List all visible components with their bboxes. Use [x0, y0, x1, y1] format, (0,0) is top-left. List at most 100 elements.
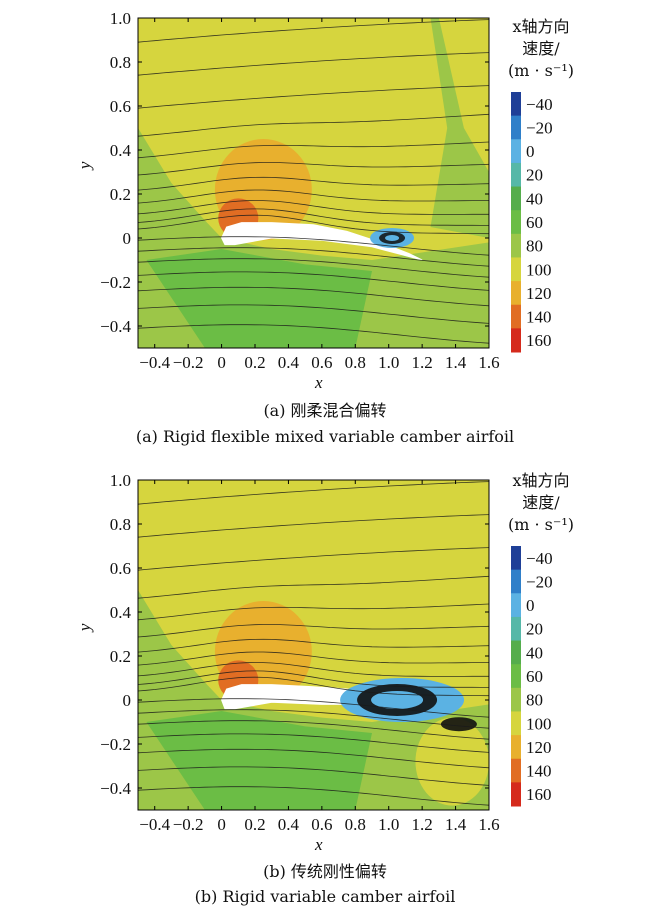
streamline	[138, 304, 489, 324]
x-axis-label: x	[314, 835, 323, 854]
colorbar-swatch	[511, 664, 521, 689]
y-tick-label: −0.2	[100, 273, 131, 292]
x-tick-label: 1.4	[445, 815, 467, 834]
y-tick-label: 0.4	[110, 141, 132, 160]
colorbar-label: −20	[526, 572, 553, 591]
streamline	[138, 19, 489, 43]
colorbar-swatch	[511, 186, 521, 211]
streamline	[138, 748, 489, 769]
colorbar-label: 40	[526, 643, 543, 662]
velocity-field	[138, 18, 489, 348]
colorbar-label: 100	[526, 260, 552, 279]
streamline	[138, 85, 489, 109]
colorbar-swatch	[511, 162, 521, 188]
colorbar-label: 140	[526, 308, 552, 327]
streamline	[138, 662, 489, 677]
colorbar-swatch	[511, 328, 521, 353]
colorbar-swatch	[511, 616, 521, 642]
colorbar-swatch	[511, 711, 521, 736]
caption-english: (b) Rigid variable camber airfoil	[195, 887, 456, 906]
colorbar-swatch	[511, 115, 521, 140]
colorbar-swatch	[511, 304, 521, 329]
colorbar-label: 60	[526, 667, 543, 686]
colorbar-swatch	[511, 92, 521, 117]
colorbar-title-line: (m · s⁻¹)	[508, 61, 574, 80]
caption-english: (a) Rigid flexible mixed variable camber…	[136, 427, 514, 446]
panel-a: −0.4 −0.2 0 0.2 0.4 0.6 0.8 1.0 1.2 1.4 1.61.00.80…	[75, 9, 574, 446]
colorbar-swatch	[511, 139, 521, 164]
streamline	[138, 670, 489, 688]
x-tick-label: 0.2	[244, 353, 265, 372]
y-tick-label: 1.0	[110, 471, 131, 490]
x-tick-label: 0.2	[244, 815, 265, 834]
y-tick-label: 0	[123, 691, 132, 710]
streamline	[138, 189, 489, 204]
x-tick-label: 0	[217, 815, 226, 834]
lower-speed-region	[146, 711, 372, 810]
y-tick-label: 0	[123, 229, 132, 248]
x-tick-label: 1.2	[412, 815, 433, 834]
colorbar-label: 0	[526, 142, 535, 161]
vortex-center	[385, 235, 400, 241]
streamline	[138, 720, 489, 740]
streamline	[138, 651, 489, 666]
colorbar-swatch	[511, 210, 521, 235]
streamline	[138, 247, 489, 267]
y-tick-label: 0.8	[110, 515, 131, 534]
streamline	[138, 575, 489, 599]
y-tick-label: −0.2	[100, 735, 131, 754]
colorbar-label: 160	[526, 331, 552, 350]
streamline	[138, 709, 489, 729]
streamline	[138, 236, 489, 256]
plot-frame	[137, 479, 490, 811]
colorbar-title-line: 速度/	[522, 39, 560, 58]
colorbar-title-line: (m · s⁻¹)	[508, 515, 574, 534]
x-tick-label: 1.0	[378, 353, 399, 372]
x-tick-label: 0.8	[345, 815, 366, 834]
colorbar-swatch	[511, 735, 521, 760]
plot-frame	[137, 17, 490, 349]
colorbar-swatch	[511, 640, 521, 665]
streamline	[138, 200, 489, 215]
caption-chinese: (a) 刚柔混合偏转	[263, 401, 386, 420]
y-tick-label: 0.8	[110, 53, 131, 72]
streamline	[138, 624, 489, 638]
streamline	[138, 481, 489, 505]
y-axis-label: y	[75, 623, 94, 633]
streamline	[138, 514, 489, 538]
streamline	[138, 766, 489, 786]
x-tick-label: −0.2	[173, 815, 204, 834]
x-tick-label: 0.8	[345, 353, 366, 372]
streamline	[138, 271, 489, 291]
y-tick-label: 0.2	[110, 185, 131, 204]
colorbar-label: 100	[526, 714, 552, 733]
x-tick-label: 0	[217, 353, 226, 372]
streamline	[138, 52, 489, 76]
colorbar-label: 140	[526, 762, 552, 781]
colorbar-swatch	[511, 569, 521, 594]
colorbar-label: 40	[526, 189, 543, 208]
y-tick-label: 0.6	[110, 559, 131, 578]
streamline	[138, 676, 489, 697]
colorbar-swatch	[511, 281, 521, 306]
streamline	[138, 258, 489, 278]
streamline	[138, 324, 489, 344]
colorbar-label: 20	[526, 166, 543, 185]
x-tick-label: 0.4	[278, 353, 300, 372]
y-axis-label: y	[75, 161, 94, 171]
streamline	[138, 176, 489, 191]
colorbar-label: 80	[526, 237, 543, 256]
x-tick-label: −0.2	[173, 353, 204, 372]
colorbar-label: 160	[526, 785, 552, 804]
streamline	[138, 113, 489, 137]
x-tick-label: 1.6	[478, 353, 499, 372]
x-tick-label: 0.6	[311, 353, 332, 372]
x-tick-label: 1.6	[478, 815, 499, 834]
streamline	[138, 733, 489, 753]
y-tick-label: −0.4	[100, 317, 131, 336]
colorbar-label: 20	[526, 620, 543, 639]
colorbar-swatch	[511, 233, 521, 258]
colorbar-swatch	[511, 546, 521, 571]
